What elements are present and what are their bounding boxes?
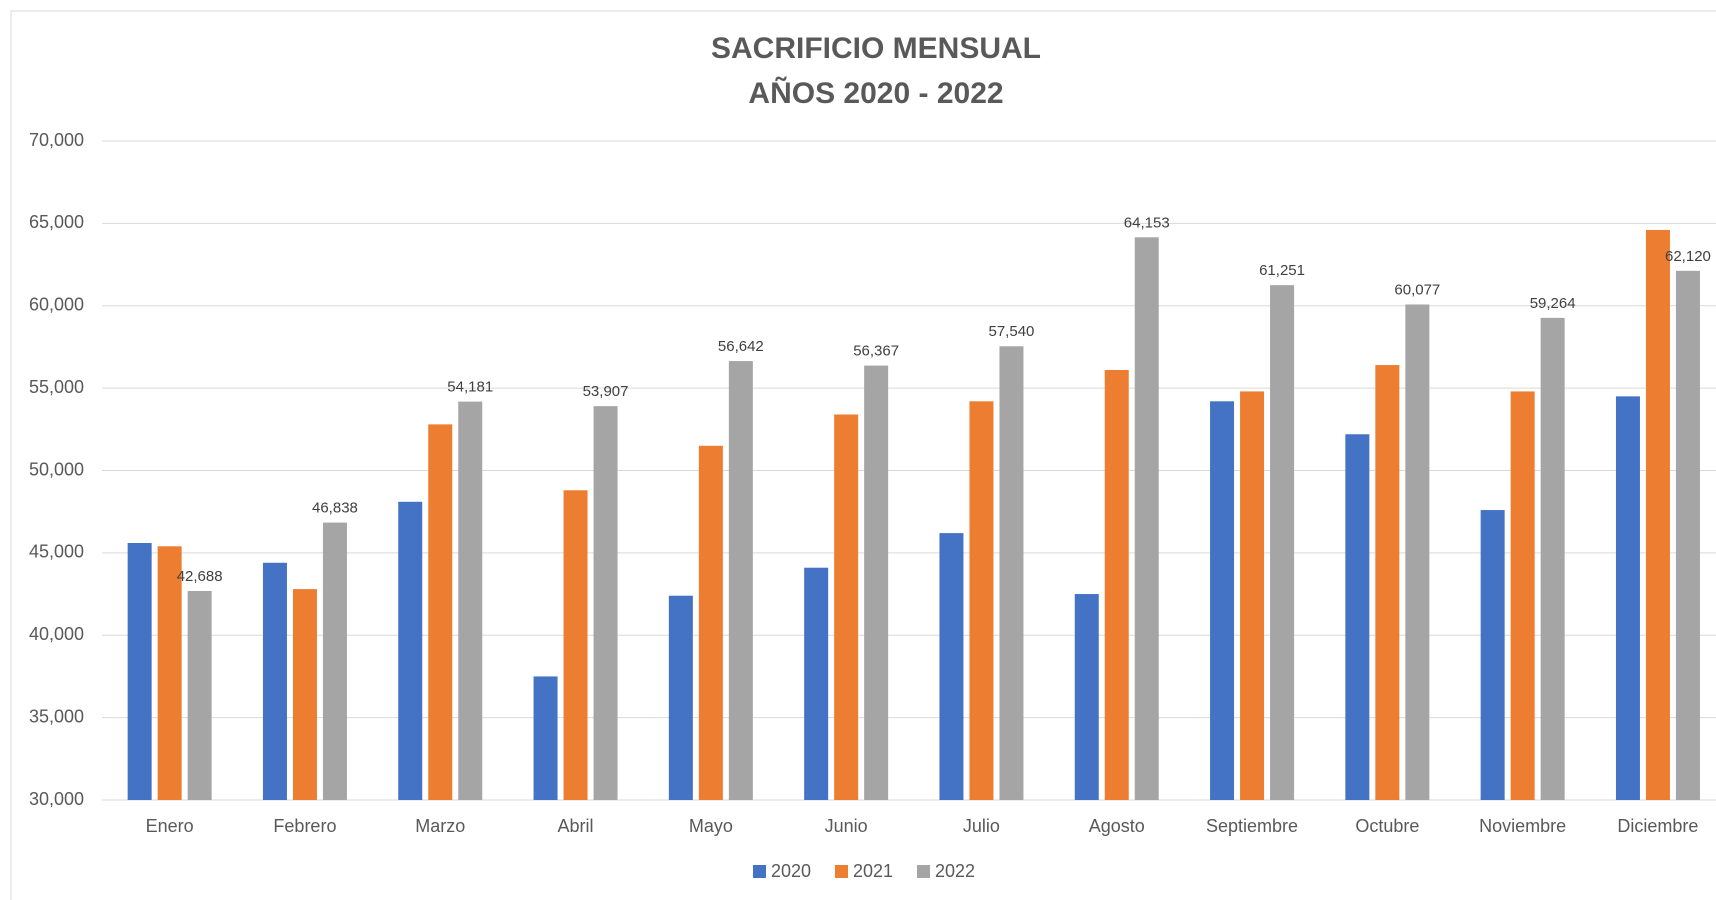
x-tick-label: Julio bbox=[963, 816, 1000, 836]
bar bbox=[533, 676, 558, 800]
data-label: 56,642 bbox=[718, 338, 764, 355]
y-tick-label: 40,000 bbox=[29, 624, 84, 644]
legend-swatch bbox=[835, 865, 848, 878]
x-tick-label: Octubre bbox=[1355, 816, 1419, 836]
bar bbox=[322, 522, 347, 800]
bar bbox=[834, 414, 859, 800]
bar bbox=[1104, 370, 1129, 800]
y-tick-label: 55,000 bbox=[29, 377, 84, 397]
bar bbox=[292, 589, 317, 800]
y-tick-label: 50,000 bbox=[29, 459, 84, 479]
legend-swatch bbox=[753, 865, 766, 878]
x-tick-label: Mayo bbox=[689, 816, 733, 836]
bar bbox=[1405, 304, 1430, 800]
bar bbox=[698, 445, 723, 800]
bar bbox=[127, 542, 152, 800]
bar bbox=[1134, 237, 1159, 800]
bar bbox=[1074, 594, 1099, 800]
bar bbox=[187, 590, 212, 800]
x-tick-label: Febrero bbox=[273, 816, 336, 836]
legend-swatch bbox=[917, 865, 930, 878]
data-label: 61,251 bbox=[1259, 262, 1305, 279]
bar bbox=[458, 401, 483, 800]
bar bbox=[668, 595, 693, 800]
x-tick-label: Agosto bbox=[1089, 816, 1145, 836]
x-tick-label: Noviembre bbox=[1479, 816, 1566, 836]
data-label: 57,540 bbox=[989, 323, 1035, 340]
x-tick-label: Septiembre bbox=[1206, 816, 1298, 836]
bar bbox=[728, 361, 753, 800]
data-label: 42,688 bbox=[177, 568, 223, 585]
y-tick-label: 65,000 bbox=[29, 212, 84, 232]
bar bbox=[1375, 365, 1400, 800]
bar bbox=[969, 401, 994, 800]
bar bbox=[1675, 270, 1700, 800]
data-label: 56,367 bbox=[853, 343, 899, 360]
bar bbox=[1345, 434, 1370, 800]
legend-label: 2020 bbox=[771, 861, 811, 881]
bar bbox=[593, 406, 618, 800]
data-label: 54,181 bbox=[447, 379, 493, 396]
bar bbox=[398, 501, 423, 800]
bar bbox=[262, 562, 287, 800]
bar bbox=[1540, 317, 1565, 800]
bar bbox=[157, 546, 182, 800]
x-tick-label: Junio bbox=[825, 816, 868, 836]
x-tick-label: Marzo bbox=[415, 816, 465, 836]
data-label: 59,264 bbox=[1530, 295, 1576, 312]
bar bbox=[1510, 391, 1535, 800]
data-label: 53,907 bbox=[583, 383, 629, 400]
bar bbox=[939, 533, 964, 800]
x-tick-label: Abril bbox=[558, 816, 594, 836]
data-label: 62,120 bbox=[1665, 248, 1711, 265]
chart-subtitle: AÑOS 2020 - 2022 bbox=[748, 76, 1003, 110]
x-tick-label: Enero bbox=[146, 816, 194, 836]
bar bbox=[1210, 401, 1235, 800]
x-tick-label: Diciembre bbox=[1617, 816, 1698, 836]
y-tick-label: 70,000 bbox=[29, 130, 84, 150]
bar bbox=[1270, 285, 1295, 800]
y-tick-label: 45,000 bbox=[29, 542, 84, 562]
legend-label: 2021 bbox=[853, 861, 893, 881]
bar bbox=[1645, 229, 1670, 801]
y-tick-label: 30,000 bbox=[29, 789, 84, 809]
chart-title: SACRIFICIO MENSUAL bbox=[711, 32, 1041, 65]
bar bbox=[1480, 510, 1505, 800]
y-tick-label: 35,000 bbox=[29, 706, 84, 726]
bar bbox=[1240, 391, 1265, 800]
bar bbox=[563, 490, 588, 800]
bar bbox=[1615, 396, 1640, 800]
y-tick-label: 60,000 bbox=[29, 295, 84, 315]
data-label: 46,838 bbox=[312, 500, 358, 517]
legend-label: 2022 bbox=[935, 861, 975, 881]
bar bbox=[428, 424, 453, 800]
bar bbox=[999, 346, 1024, 800]
bar bbox=[804, 567, 829, 800]
data-label: 64,153 bbox=[1124, 214, 1170, 231]
data-label: 60,077 bbox=[1394, 281, 1440, 298]
bar bbox=[864, 365, 889, 800]
